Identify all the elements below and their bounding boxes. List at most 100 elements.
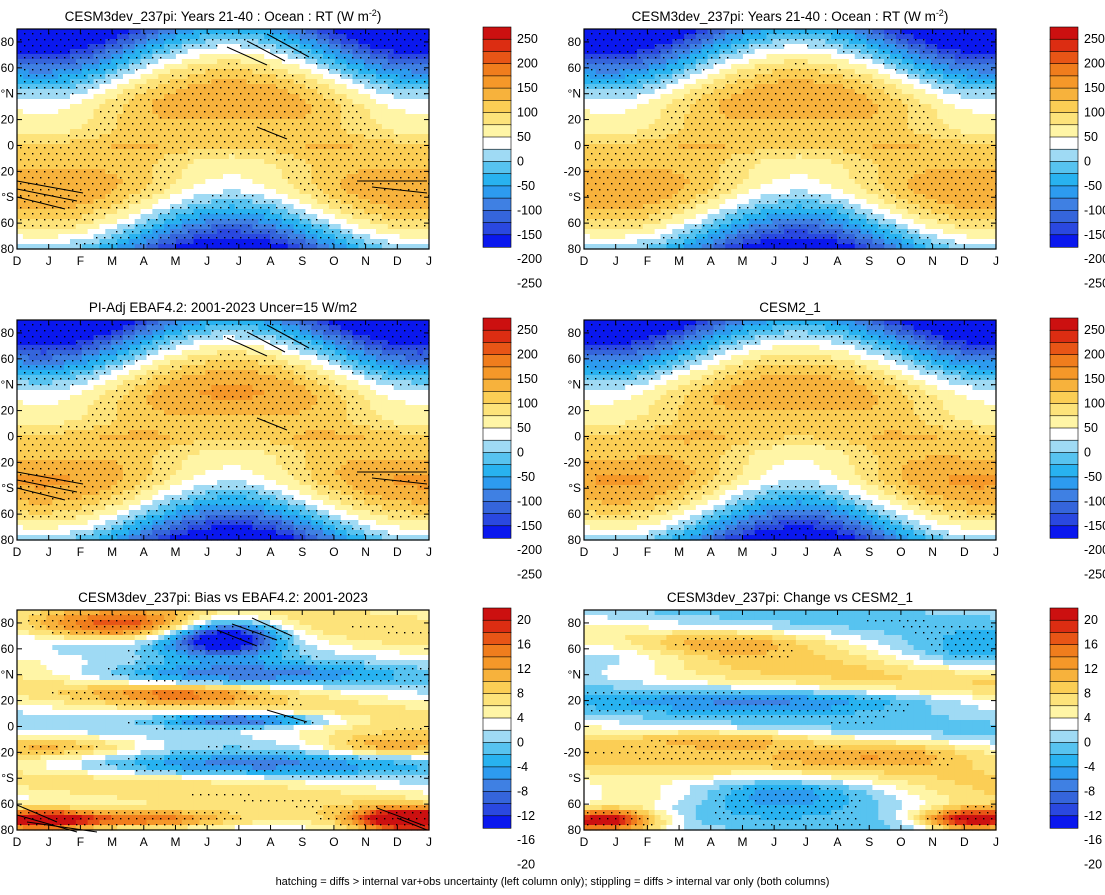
field-cell — [329, 154, 335, 160]
field-cell — [276, 214, 282, 220]
field-cell — [170, 209, 176, 215]
stipple-dot — [40, 177, 41, 178]
stipple-dot — [196, 75, 197, 76]
field-cell — [70, 124, 76, 130]
stipple-dot — [204, 87, 205, 88]
stipple-dot — [312, 33, 313, 34]
field-cell — [335, 124, 341, 130]
stipple-dot — [344, 141, 345, 142]
field-cell — [199, 54, 205, 60]
stipple-dot — [108, 123, 109, 124]
stipple-dot — [300, 159, 301, 160]
field-cell — [105, 154, 111, 160]
field-cell — [270, 109, 276, 115]
field-cell — [305, 114, 311, 120]
field-cell — [58, 234, 64, 240]
field-cell — [29, 99, 35, 105]
field-cell — [708, 39, 714, 45]
field-cell — [152, 159, 158, 165]
field-cell — [264, 234, 270, 240]
field-cell — [41, 139, 47, 145]
field-cell — [94, 124, 100, 130]
field-cell — [99, 74, 105, 80]
field-cell — [241, 104, 247, 110]
field-cell — [229, 184, 235, 190]
field-cell — [329, 224, 335, 230]
field-cell — [152, 134, 158, 140]
stipple-dot — [420, 51, 421, 52]
field-cell — [229, 214, 235, 220]
field-cell — [229, 54, 235, 60]
stipple-dot — [84, 171, 85, 172]
field-cell — [352, 229, 358, 235]
field-cell — [211, 144, 217, 150]
field-cell — [146, 234, 152, 240]
field-cell — [235, 134, 241, 140]
field-cell — [382, 214, 388, 220]
stipple-dot — [332, 243, 333, 244]
field-cell — [235, 194, 241, 200]
stipple-dot — [168, 141, 169, 142]
field-cell — [41, 64, 47, 70]
field-cell — [282, 29, 288, 35]
field-cell — [88, 104, 94, 110]
field-cell — [258, 109, 264, 115]
field-cell — [305, 224, 311, 230]
stipple-dot — [280, 237, 281, 238]
field-cell — [282, 199, 288, 205]
stipple-dot — [384, 153, 385, 154]
field-cell — [288, 174, 294, 180]
field-cell — [411, 114, 417, 120]
field-cell — [282, 194, 288, 200]
stipple-dot — [240, 69, 241, 70]
field-cell — [890, 34, 896, 40]
field-cell — [64, 234, 70, 240]
field-cell — [696, 29, 702, 35]
field-cell — [99, 154, 105, 160]
field-cell — [70, 109, 76, 115]
field-cell — [358, 104, 364, 110]
field-cell — [347, 164, 353, 170]
field-cell — [978, 44, 984, 50]
stipple-dot — [392, 177, 393, 178]
stipple-dot — [24, 45, 25, 46]
field-cell — [347, 99, 353, 105]
field-cell — [305, 134, 311, 140]
stipple-dot — [116, 195, 117, 196]
field-cell — [400, 94, 406, 100]
field-cell — [358, 114, 364, 120]
field-cell — [135, 144, 141, 150]
field-cell — [394, 104, 400, 110]
field-cell — [311, 154, 317, 160]
field-cell — [405, 239, 411, 245]
field-cell — [135, 69, 141, 75]
stipple-dot — [260, 243, 261, 244]
stipple-dot — [284, 51, 285, 52]
field-cell — [405, 59, 411, 65]
field-cell — [417, 239, 423, 245]
field-cell — [199, 169, 205, 175]
field-cell — [649, 54, 655, 60]
stipple-dot — [216, 69, 217, 70]
field-cell — [684, 34, 690, 40]
field-cell — [358, 49, 364, 55]
stipple-dot — [256, 81, 257, 82]
field-cell — [129, 84, 135, 90]
stipple-dot — [364, 63, 365, 64]
field-cell — [94, 184, 100, 190]
field-cell — [35, 129, 41, 135]
field-cell — [323, 124, 329, 130]
field-cell — [282, 234, 288, 240]
field-cell — [82, 79, 88, 85]
stipple-dot — [132, 39, 133, 40]
stipple-dot — [128, 69, 129, 70]
field-cell — [264, 124, 270, 130]
field-cell — [329, 234, 335, 240]
colorbar-swatch — [483, 64, 511, 77]
field-cell — [111, 194, 117, 200]
stipple-dot — [392, 57, 393, 58]
field-cell — [335, 44, 341, 50]
field-cell — [370, 69, 376, 75]
field-cell — [58, 74, 64, 80]
stipple-dot — [148, 51, 149, 52]
